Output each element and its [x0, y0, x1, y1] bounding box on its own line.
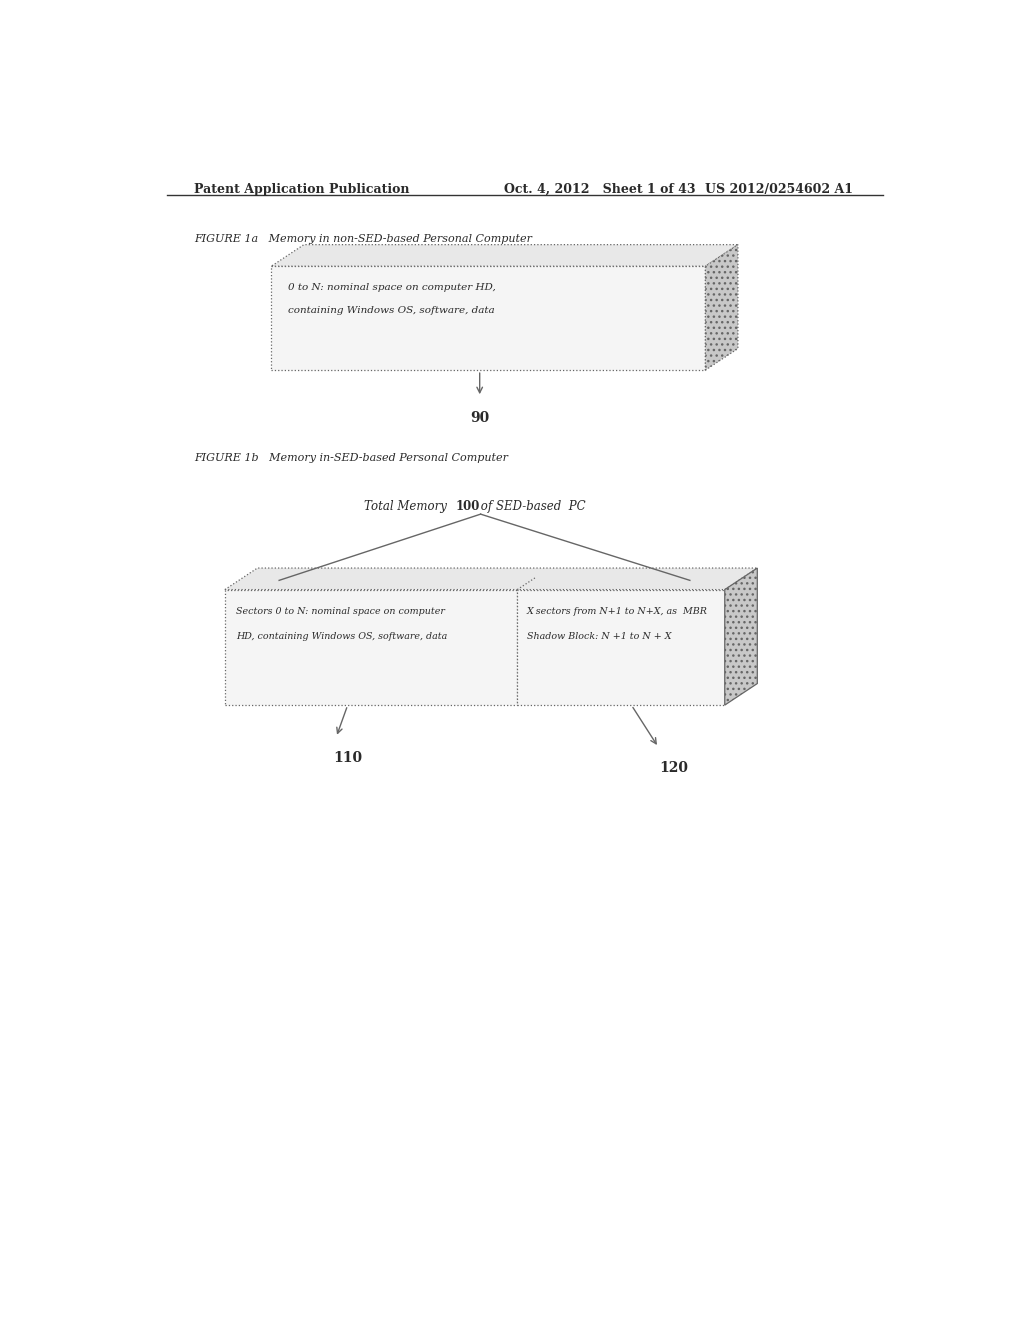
Text: FIGURE 1a   Memory in non-SED-based Personal Computer: FIGURE 1a Memory in non-SED-based Person…: [194, 234, 531, 244]
Text: US 2012/0254602 A1: US 2012/0254602 A1: [705, 183, 853, 197]
Polygon shape: [225, 568, 758, 590]
Text: FIGURE 1b   Memory in-SED-based Personal Computer: FIGURE 1b Memory in-SED-based Personal C…: [194, 453, 508, 462]
Text: 110: 110: [333, 751, 362, 766]
Text: Patent Application Publication: Patent Application Publication: [194, 183, 410, 197]
Text: Oct. 4, 2012   Sheet 1 of 43: Oct. 4, 2012 Sheet 1 of 43: [504, 183, 695, 197]
Polygon shape: [725, 568, 758, 705]
Text: 0 to N: nominal space on computer HD,: 0 to N: nominal space on computer HD,: [289, 284, 497, 292]
Text: Shadow Block: N +1 to N + X: Shadow Block: N +1 to N + X: [526, 632, 671, 642]
Polygon shape: [271, 244, 738, 267]
Text: 100: 100: [456, 500, 480, 513]
Polygon shape: [271, 267, 706, 370]
Text: of SED-based  PC: of SED-based PC: [477, 500, 586, 513]
Text: HD, containing Windows OS, software, data: HD, containing Windows OS, software, dat…: [237, 632, 447, 642]
Polygon shape: [706, 244, 738, 370]
Text: Sectors 0 to N: nominal space on computer: Sectors 0 to N: nominal space on compute…: [237, 607, 445, 615]
Polygon shape: [517, 590, 725, 705]
Text: X sectors from N+1 to N+X, as  MBR: X sectors from N+1 to N+X, as MBR: [526, 607, 708, 615]
Text: 120: 120: [659, 760, 688, 775]
Text: containing Windows OS, software, data: containing Windows OS, software, data: [289, 306, 495, 315]
Text: 90: 90: [470, 411, 489, 425]
Text: Total Memory: Total Memory: [365, 500, 451, 513]
Polygon shape: [225, 590, 517, 705]
